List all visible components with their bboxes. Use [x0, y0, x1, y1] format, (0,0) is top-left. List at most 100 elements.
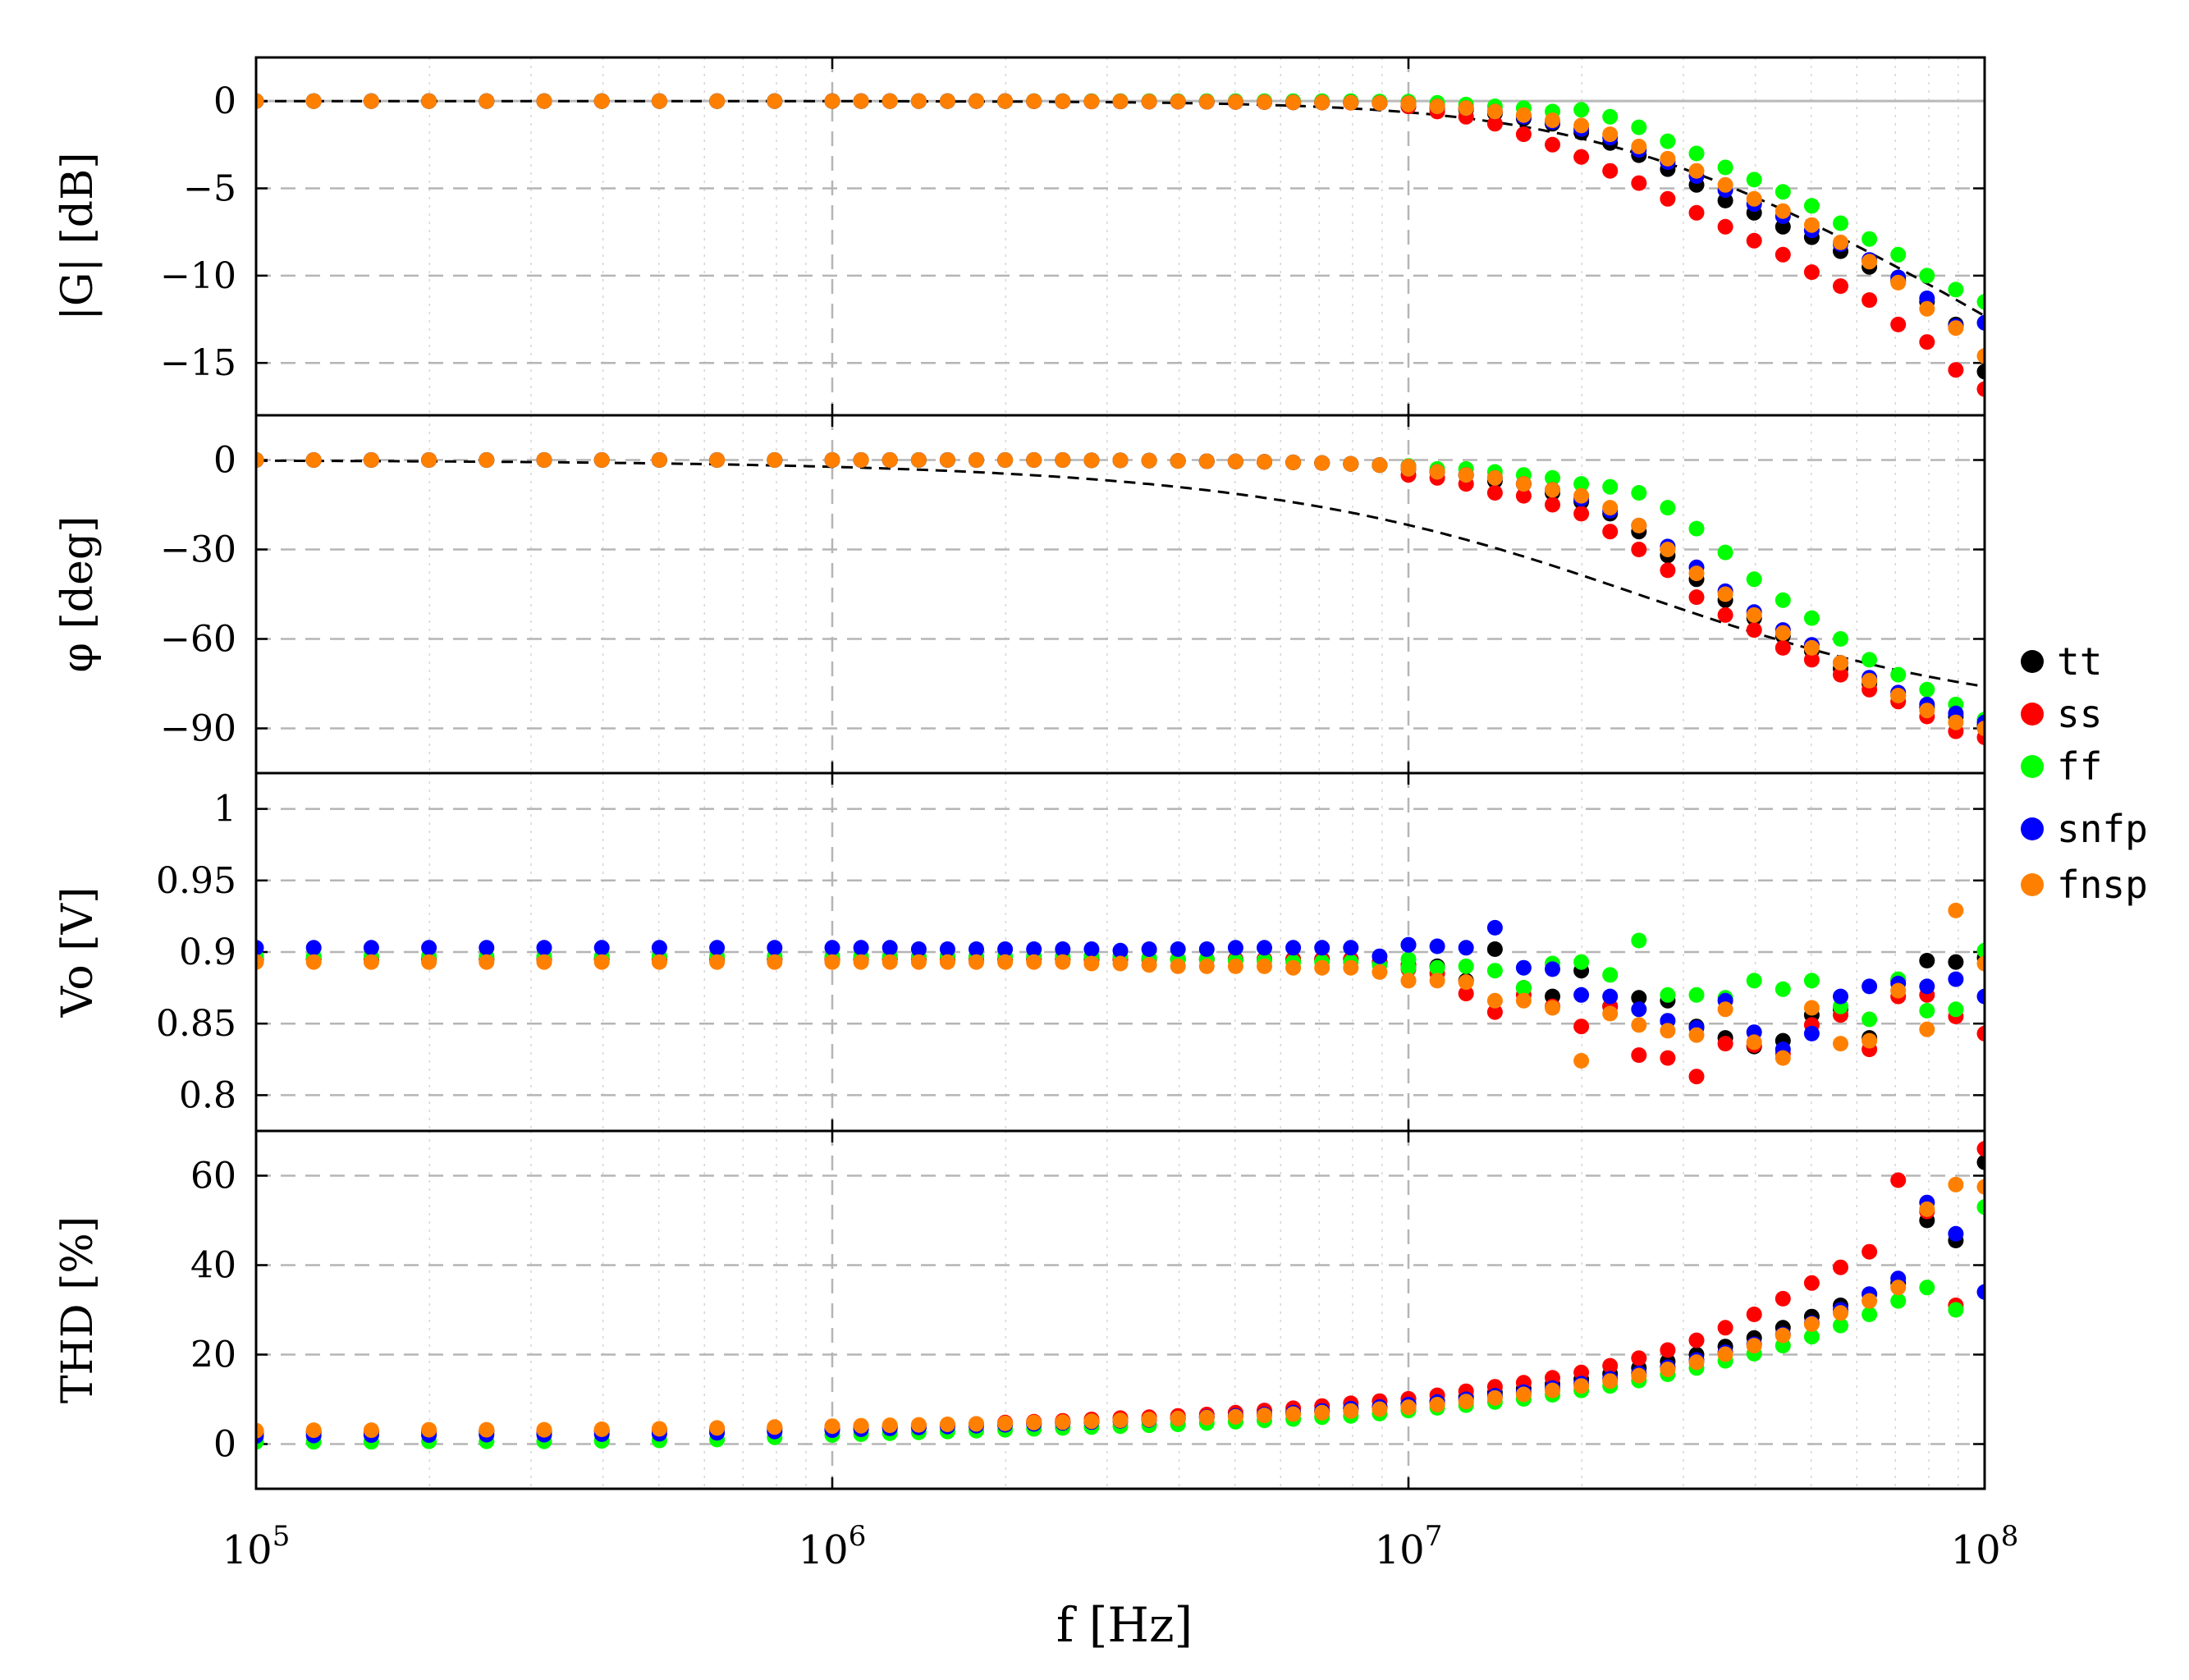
data-point-fnsp	[1545, 112, 1560, 129]
data-point-ff	[1400, 951, 1417, 968]
data-point-fnsp	[767, 452, 783, 468]
data-point-ss	[1717, 218, 1733, 235]
data-point-ss	[1573, 149, 1590, 165]
data-point-ff	[1803, 1329, 1820, 1345]
data-point-ff	[1515, 980, 1532, 996]
data-point-fnsp	[767, 1419, 783, 1435]
plot-area	[256, 902, 1985, 1085]
data-point-snfp	[1372, 948, 1388, 964]
data-point-fnsp	[1458, 1394, 1474, 1410]
data-point-fnsp	[305, 1422, 322, 1439]
data-point-fnsp	[1083, 94, 1100, 110]
data-point-ff	[1486, 963, 1503, 979]
data-point-ss	[1602, 524, 1619, 540]
panel-gain: 0 −5 −10 −15 |G| [dB]	[53, 56, 1986, 417]
data-point-ss	[1919, 334, 1935, 350]
data-point-fnsp	[824, 452, 840, 468]
data-point-ss	[1862, 1243, 1878, 1260]
data-point-ss	[1862, 292, 1878, 309]
data-point-ss	[1833, 1259, 1848, 1275]
data-point-ss	[1717, 1320, 1733, 1336]
data-point-fnsp	[1660, 542, 1676, 557]
data-point-ss	[1976, 1141, 1985, 1157]
data-point-ss	[1660, 190, 1676, 207]
data-point-ss	[1775, 639, 1791, 656]
data-point-fnsp	[1486, 103, 1503, 120]
data-point-fnsp	[1631, 1367, 1647, 1384]
data-point-fnsp	[1083, 955, 1100, 972]
data-point-fnsp	[1257, 1408, 1272, 1424]
data-point-ff	[1688, 520, 1705, 537]
data-point-fnsp	[997, 954, 1014, 970]
legend: tt ss ff snfp fnsp	[2021, 639, 2148, 907]
data-point-fnsp	[1515, 992, 1532, 1009]
data-point-fnsp	[1400, 973, 1417, 989]
data-point-ff	[1833, 631, 1848, 647]
data-point-snfp	[969, 941, 984, 957]
x-tick-label: 107	[1375, 1520, 1443, 1573]
data-point-fnsp	[1976, 721, 1985, 736]
data-point-fnsp	[1746, 607, 1762, 623]
data-point-fnsp	[853, 452, 869, 468]
data-point-fnsp	[1198, 94, 1215, 110]
panel-frame	[254, 56, 1986, 417]
data-point-ss	[1573, 1364, 1590, 1380]
y-axis-label: Vo [V]	[53, 887, 103, 1019]
data-point-fnsp	[363, 954, 379, 970]
data-point-snfp	[1170, 941, 1186, 957]
data-point-snfp	[882, 940, 898, 956]
data-point-fnsp	[1141, 452, 1157, 469]
data-point-snfp	[824, 940, 840, 956]
data-point-ff	[1602, 478, 1619, 495]
data-point-snfp	[1862, 978, 1878, 995]
data-point-fnsp	[1948, 320, 1964, 336]
data-point-fnsp	[1227, 453, 1243, 469]
data-point-fnsp	[882, 452, 898, 468]
data-point-ss	[1486, 116, 1503, 132]
y-tick-label: 0	[213, 1424, 236, 1466]
data-point-fnsp	[1515, 476, 1532, 492]
y-tick-label: 60	[190, 1156, 236, 1197]
data-point-fnsp	[1688, 1027, 1705, 1043]
data-point-snfp	[1486, 919, 1503, 936]
data-point-fnsp	[1746, 190, 1762, 207]
data-point-fnsp	[1314, 94, 1330, 111]
data-point-fnsp	[651, 452, 667, 468]
data-point-fnsp	[1862, 254, 1878, 270]
data-point-tt	[1919, 953, 1935, 968]
data-point-snfp	[1948, 971, 1964, 987]
data-point-snfp	[363, 940, 379, 956]
data-point-fnsp	[1602, 1005, 1619, 1022]
data-point-fnsp	[1833, 1036, 1848, 1052]
legend-marker-snfp	[2021, 817, 2044, 840]
data-point-fnsp	[593, 452, 610, 468]
data-point-fnsp	[1890, 982, 1907, 999]
data-point-ss	[1545, 136, 1560, 153]
data-point-ff	[1688, 986, 1705, 1003]
data-point-snfp	[997, 941, 1014, 957]
data-point-fnsp	[1919, 703, 1935, 719]
data-point-fnsp	[1112, 452, 1129, 469]
data-point-fnsp	[1660, 1362, 1676, 1377]
x-axis-label: f [Hz]	[1056, 1597, 1193, 1653]
data-point-ss	[1688, 1069, 1705, 1085]
data-point-fnsp	[536, 954, 552, 970]
data-point-ss	[1948, 362, 1964, 378]
data-point-fnsp	[1314, 455, 1330, 471]
data-point-ff	[1746, 172, 1762, 188]
data-point-snfp	[1314, 940, 1330, 956]
data-point-ss	[1515, 126, 1532, 143]
data-point-fnsp	[1717, 1001, 1733, 1018]
data-point-fnsp	[1833, 234, 1848, 250]
data-point-ff	[1688, 145, 1705, 162]
data-point-fnsp	[1631, 1017, 1647, 1033]
data-point-fnsp	[363, 1422, 379, 1439]
y-tick-label: −60	[160, 619, 236, 661]
data-point-ss	[1486, 485, 1503, 501]
data-point-fnsp	[1573, 488, 1590, 504]
data-point-snfp	[1948, 1225, 1964, 1242]
data-point-fnsp	[1919, 1201, 1935, 1217]
data-point-fnsp	[1976, 1179, 1985, 1195]
data-point-snfp	[651, 940, 667, 956]
data-point-ss	[1660, 1050, 1676, 1066]
